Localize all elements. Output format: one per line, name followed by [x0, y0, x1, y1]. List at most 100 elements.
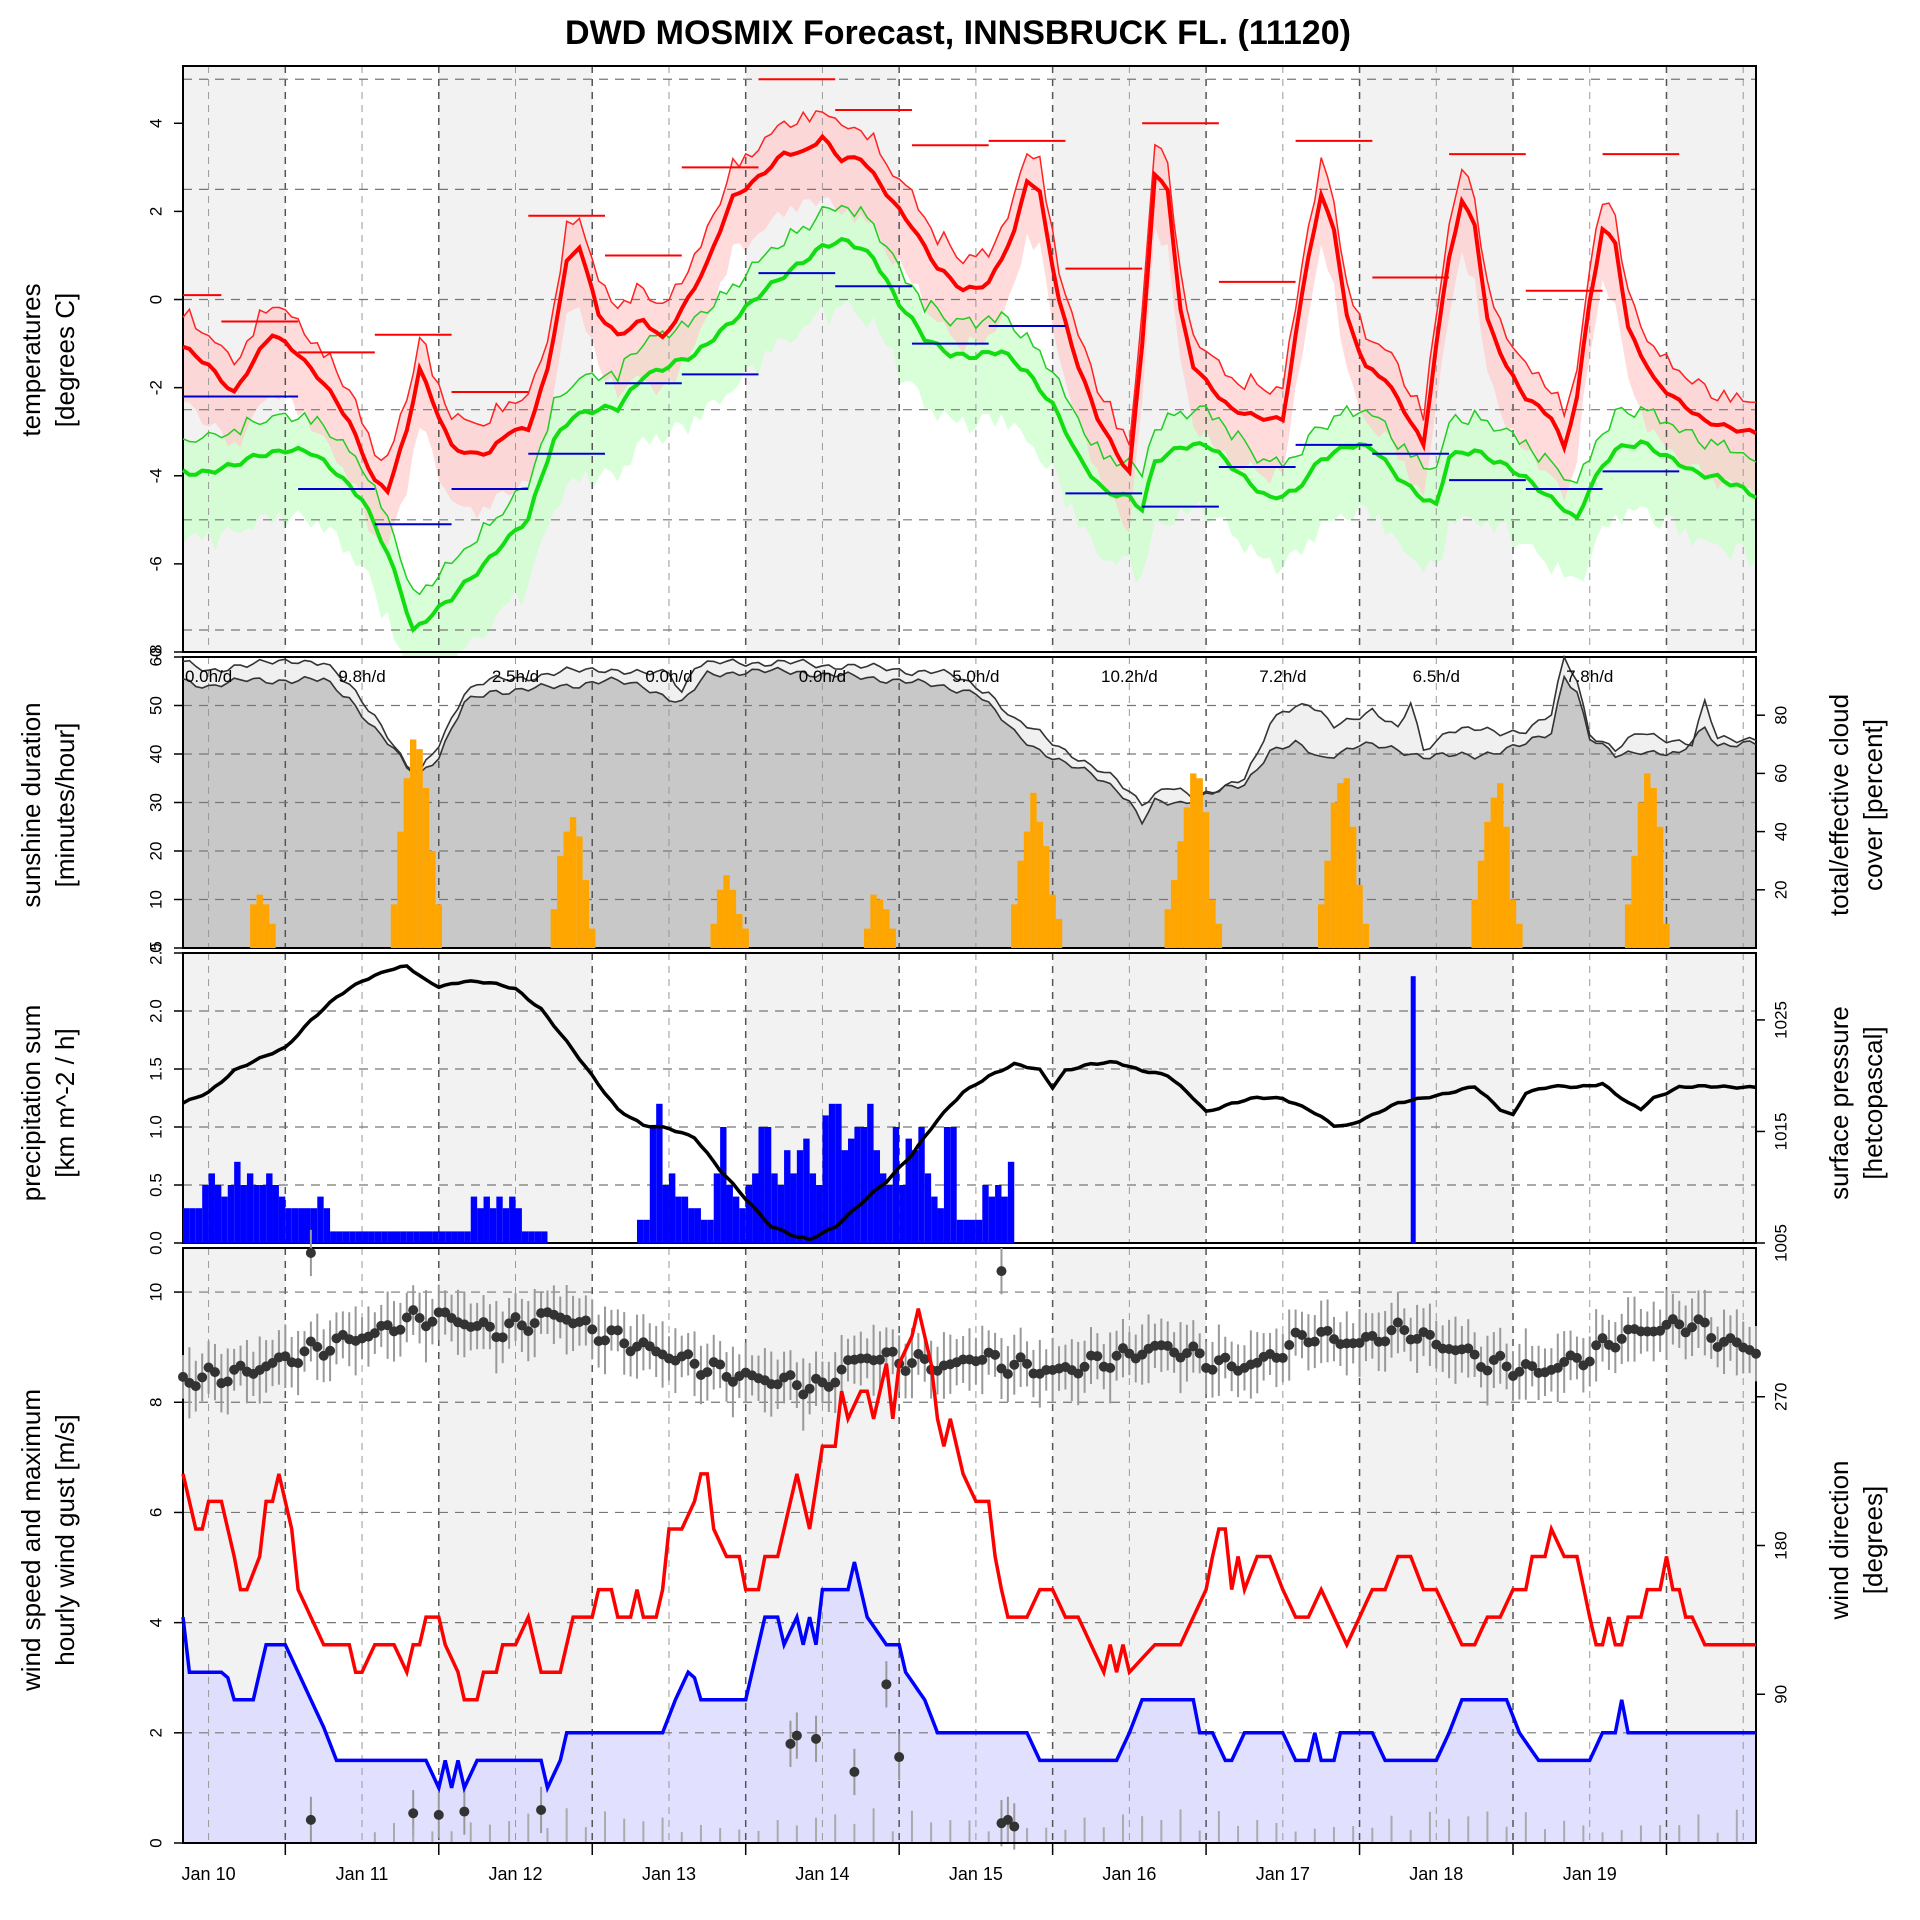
precipitation-bar [342, 1231, 350, 1243]
wind-tick-label: 2 [146, 1728, 165, 1737]
precipitation-bar [425, 1231, 433, 1243]
sunshine-bar [883, 909, 890, 948]
x-day-label: Jan 15 [949, 1864, 1003, 1884]
direction-point [1002, 1369, 1013, 1380]
sunshine-bar [262, 904, 270, 948]
precipitation-bar [253, 1185, 260, 1243]
sunshine-bar [1631, 855, 1638, 948]
cloud-tick-label: 80 [1771, 706, 1790, 725]
dewpoint-line [181, 236, 1757, 634]
direction-point [1386, 1325, 1397, 1336]
temp-tick-label: -8 [146, 644, 165, 659]
precipitation-bar [809, 1173, 817, 1243]
sun-tick-label: 40 [146, 745, 165, 764]
precipitation-bar [732, 1196, 740, 1243]
direction-outlier-point [536, 1804, 547, 1815]
sunshine-bar [1011, 904, 1018, 948]
direction-point [619, 1338, 630, 1349]
direction-point [1412, 1333, 1423, 1344]
sunshine-bar [1484, 821, 1491, 948]
direction-point [1079, 1361, 1090, 1372]
daily-sunshine-label: 5.0h/d [952, 667, 999, 686]
direction-outlier-point [459, 1806, 470, 1817]
precipitation-bar [214, 1185, 222, 1243]
direction-point [874, 1354, 885, 1365]
temp-tick-label: 2 [146, 207, 165, 216]
direction-point [836, 1364, 847, 1375]
precipitation-bar [183, 1208, 190, 1243]
precipitation-bar [330, 1231, 337, 1243]
precipitation-bar [381, 1231, 388, 1243]
sunshine-bar [1164, 909, 1171, 948]
direction-point [830, 1377, 841, 1388]
daily-sunshine-label: 2.5h/d [492, 667, 539, 686]
direction-point [1706, 1333, 1717, 1344]
precipitation-bar [336, 1231, 343, 1243]
direction-point [1655, 1325, 1666, 1336]
precipitation-bar [777, 1185, 785, 1243]
direction-outlier-point [408, 1808, 419, 1819]
sunshine-bar [1049, 894, 1056, 948]
direction-outlier-point [996, 1266, 1007, 1277]
precipitation-bar [969, 1219, 976, 1243]
precipitation-bar [796, 1150, 804, 1243]
wind-tick-label: 4 [146, 1618, 165, 1627]
precipitation-bar [950, 1127, 957, 1243]
sunshine-bar [1215, 923, 1223, 948]
precipitation-bar [413, 1231, 420, 1243]
precipitation-bar [879, 1173, 887, 1243]
pressure-tick-label: 1025 [1771, 1001, 1790, 1039]
precipitation-bar [688, 1208, 695, 1243]
precipitation-bar [668, 1173, 676, 1243]
precipitation-bar [931, 1196, 938, 1243]
direction-outlier-point [881, 1679, 892, 1690]
sunshine-bar [1516, 923, 1523, 948]
precipitation-bar [323, 1208, 331, 1243]
precip-ylabel-line1: precipitation sum [16, 1005, 46, 1202]
direction-point [382, 1320, 393, 1331]
precipitation-bar [982, 1185, 989, 1243]
precipitation-bar [368, 1231, 375, 1243]
direction-point [427, 1316, 438, 1327]
daily-sunshine-label: 7.2h/d [1259, 667, 1306, 686]
sunshine-bar [1202, 812, 1210, 948]
precip-tick-label: 1.5 [146, 1057, 165, 1081]
precipitation-bar [886, 1185, 893, 1243]
cloud-tick-label: 20 [1771, 880, 1790, 899]
sunshine-bar [870, 894, 877, 948]
direction-point [222, 1376, 233, 1387]
precipitation-bar [528, 1231, 535, 1243]
sunshine-bar [1471, 899, 1478, 948]
direction-point [1181, 1348, 1192, 1359]
direction-point [715, 1359, 726, 1370]
daily-sunshine-label: 7.8h/d [1566, 667, 1613, 686]
sunshine-bar [429, 851, 436, 948]
precipitation-bar [496, 1196, 503, 1243]
precipitation-bar [272, 1185, 279, 1243]
precipitation-bar [195, 1208, 203, 1243]
direction-point [791, 1380, 802, 1391]
sunshine-bar [876, 899, 884, 948]
precipitation-bar [310, 1208, 318, 1243]
precipitation-bar [867, 1103, 874, 1243]
precipitation-bar [988, 1196, 996, 1243]
precipitation-bar [835, 1103, 842, 1243]
sunshine-bar [863, 928, 871, 948]
precipitation-bar [995, 1185, 1002, 1243]
x-day-label: Jan 11 [336, 1864, 389, 1884]
precipitation-bar [464, 1231, 471, 1243]
direction-outlier-point [305, 1814, 316, 1825]
sunshine-bar [1055, 918, 1063, 948]
precipitation-bar [221, 1196, 228, 1243]
precipitation-bar [803, 1138, 810, 1243]
precipitation-bar [285, 1208, 292, 1243]
sunshine-bar [742, 928, 749, 948]
daily-sunshine-label: 9.8h/d [338, 667, 385, 686]
chart-title: DWD MOSMIX Forecast, INNSBRUCK FL. (1112… [565, 14, 1351, 52]
sunshine-bar [1356, 884, 1363, 948]
sunshine-bar [390, 904, 398, 948]
direction-point [209, 1367, 220, 1378]
sun-tick-label: 20 [146, 842, 165, 861]
direction-point [312, 1341, 323, 1352]
